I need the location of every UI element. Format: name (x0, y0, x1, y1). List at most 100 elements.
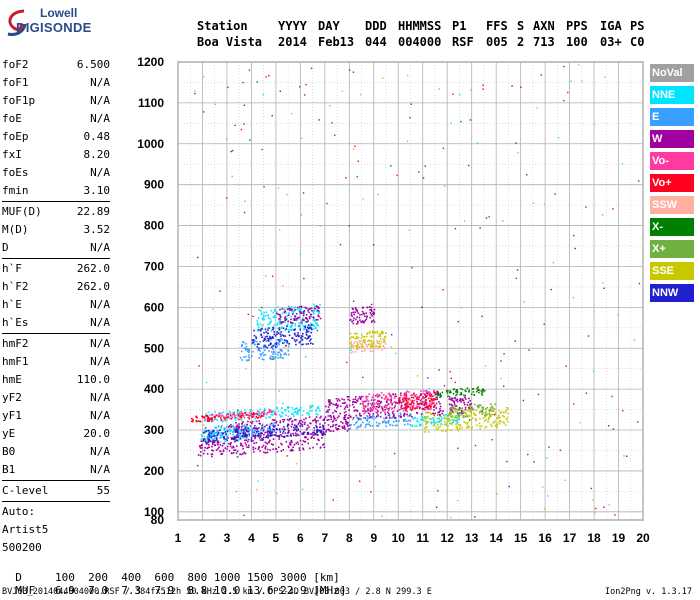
data-point-w (354, 311, 356, 314)
data-point-w (274, 425, 276, 427)
data-point-nne (313, 325, 315, 327)
data-point-w (230, 437, 233, 439)
data-point-nnw (269, 432, 271, 435)
noise-point (496, 493, 498, 495)
noise-point (225, 197, 228, 199)
data-point-vo- (420, 390, 422, 393)
data-point-w (450, 398, 452, 400)
data-point-vo- (415, 393, 418, 396)
data-point-w (235, 452, 238, 454)
data-point-nne (433, 423, 436, 426)
data-point-x- (447, 390, 449, 392)
data-point-w (317, 438, 319, 441)
noise-point (237, 409, 239, 411)
data-point-w (332, 430, 335, 433)
data-point-e (252, 350, 254, 353)
data-point-nnw (307, 326, 309, 329)
data-point-e (373, 418, 375, 420)
x-tick-label: 10 (392, 531, 406, 545)
data-point-x- (437, 393, 440, 395)
data-point-nne (219, 440, 222, 443)
data-point-vo- (433, 389, 435, 392)
data-point-nne (226, 434, 229, 437)
noise-point (219, 290, 221, 292)
data-point-nnw (271, 434, 274, 436)
data-point-nne (265, 417, 267, 419)
data-point-nnw (294, 328, 296, 331)
data-point-x- (460, 392, 463, 394)
data-point-sse (427, 431, 430, 433)
data-point-vo- (240, 415, 242, 417)
data-point-w (278, 436, 281, 438)
param-value: 110.0 (76, 373, 110, 386)
data-point-w (346, 406, 349, 408)
data-point-w (460, 410, 463, 412)
data-point-w (464, 408, 467, 411)
noise-point (614, 514, 616, 516)
param-value: 262.0 (76, 280, 110, 293)
data-point-sse (443, 415, 446, 417)
data-point-sse (439, 420, 442, 423)
param-value: N/A (90, 94, 110, 107)
data-point-w (371, 310, 373, 312)
data-point-vo- (423, 397, 425, 400)
data-point-ssw (366, 340, 369, 343)
y-tick-label: 800 (144, 219, 164, 233)
data-point-nne (223, 429, 226, 431)
data-point-nne (223, 435, 225, 438)
logo-lowell-text: Lowell (40, 6, 78, 20)
x-tick-label: 3 (224, 531, 231, 545)
data-point-sse (496, 425, 498, 428)
data-point-w (315, 318, 318, 321)
data-point-w (215, 449, 218, 451)
data-point-ssw (352, 346, 355, 349)
data-point-nne (281, 326, 283, 328)
noise-point (427, 377, 429, 379)
data-point-vo- (430, 395, 432, 398)
data-point-w (355, 401, 358, 404)
data-point-nne (277, 327, 279, 330)
data-point-w (417, 398, 419, 400)
data-point-sse (378, 340, 381, 342)
data-point-w (313, 429, 316, 432)
data-point-e (260, 428, 262, 431)
data-point-nne (310, 406, 313, 409)
data-point-nne (301, 311, 303, 313)
noise-point (286, 193, 288, 196)
data-point-sse (350, 342, 352, 345)
data-point-vo- (407, 403, 409, 406)
data-point-nne (304, 321, 307, 323)
data-point-nnw (288, 343, 291, 345)
data-point-w (291, 441, 293, 444)
data-point-vo- (362, 401, 365, 404)
data-point-w (293, 444, 296, 446)
data-point-ssw (358, 340, 361, 343)
data-point-e (208, 433, 211, 435)
data-point-nnw (295, 425, 298, 427)
data-point-sse (437, 426, 440, 429)
data-point-x- (482, 408, 485, 410)
data-point-ssw (379, 343, 381, 346)
noise-point (396, 174, 398, 177)
data-point-w (327, 418, 330, 421)
data-point-nnw (294, 426, 297, 429)
noise-point (454, 227, 457, 230)
data-point-nne (310, 316, 313, 318)
data-point-w (225, 438, 227, 441)
data-point-w (242, 421, 244, 423)
data-point-nnw (268, 425, 271, 428)
data-point-e (260, 347, 262, 350)
header-value-4: 004000 (398, 35, 442, 49)
data-point-w (265, 441, 267, 444)
data-point-ssw (352, 344, 354, 347)
data-point-w (306, 318, 309, 320)
data-point-nnw (309, 339, 311, 342)
data-point-nnw (273, 428, 275, 431)
data-point-w (290, 318, 292, 321)
data-point-e (407, 423, 409, 425)
data-point-nnw (268, 430, 270, 433)
data-point-w (315, 420, 317, 422)
data-point-w (348, 396, 350, 398)
data-point-nne (285, 414, 287, 416)
data-point-w (329, 403, 331, 405)
